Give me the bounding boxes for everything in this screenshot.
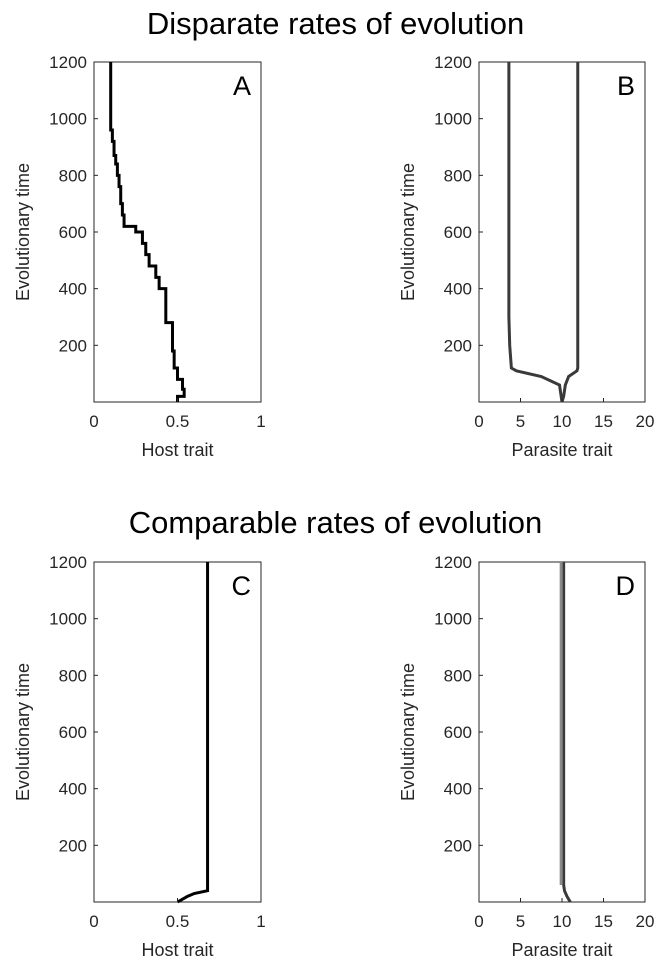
y-tick-label-b: 800 [444,166,472,185]
y-axis-label-d: Evolutionary time [398,663,418,801]
x-axis-label-b: Parasite trait [511,440,612,460]
series-line-d-1 [562,562,572,903]
x-tick-label-d: 10 [553,912,572,931]
y-tick-label-c: 1200 [49,553,87,572]
y-tick-label-d: 200 [444,836,472,855]
y-tick-label-a: 1000 [49,110,87,129]
series-line-c-1 [176,562,210,904]
x-axis-label-c: Host trait [141,940,213,960]
y-tick-label-d: 800 [444,666,472,685]
x-tick-label-c: 1 [256,912,265,931]
y-tick-label-a: 800 [59,166,87,185]
x-tick-label-b: 5 [516,412,525,431]
y-tick-label-d: 400 [444,780,472,799]
y-tick-label-d: 1000 [434,610,472,629]
section-title-disparate: Disparate rates of evolution [146,6,525,41]
x-tick-label-b: 10 [553,412,572,431]
section-title-comparable: Comparable rates of evolution [128,505,543,540]
x-axis-label-a: Host trait [141,440,213,460]
y-tick-label-d: 600 [444,723,472,742]
x-tick-label-c: 0 [89,912,98,931]
plot-frame-c [93,561,262,903]
x-tick-label-b: 15 [594,412,613,431]
x-tick-label-d: 15 [594,912,613,931]
y-axis-label-c: Evolutionary time [13,663,33,801]
panel-letter-c: C [232,571,252,601]
y-tick-label-b: 600 [444,223,472,242]
series-line-b-2 [560,62,580,403]
series-line-a-1 [109,62,186,402]
y-tick-label-a: 600 [59,223,87,242]
y-axis-label-b: Evolutionary time [398,163,418,301]
y-tick-label-a: 400 [59,280,87,299]
panel-letter-d: D [616,571,636,601]
plot-frame-a [93,61,262,403]
panel-letter-a: A [233,71,251,101]
x-tick-label-a: 0 [89,412,98,431]
y-tick-label-b: 200 [444,336,472,355]
y-tick-label-c: 600 [59,723,87,742]
y-tick-label-c: 200 [59,836,87,855]
y-tick-label-b: 400 [444,280,472,299]
panel-d: 0 5 10 15 20 200 400 600 800 1000 1200 Parasite tra… [398,553,654,960]
series-line-b-1 [507,62,564,403]
y-tick-label-c: 400 [59,780,87,799]
x-tick-label-c: 0.5 [166,912,190,931]
x-tick-label-b: 0 [474,412,483,431]
y-tick-label-c: 800 [59,666,87,685]
y-tick-label-c: 1000 [49,610,87,629]
x-tick-label-d: 0 [474,912,483,931]
x-tick-label-a: 0.5 [166,412,190,431]
x-tick-label-d: 5 [516,912,525,931]
plot-frame-b [478,61,646,403]
panel-b: 0 5 10 15 20 200 400 600 800 1000 1200 Parasite tra… [398,53,654,460]
y-tick-label-a: 1200 [49,53,87,72]
y-tick-label-a: 200 [59,336,87,355]
x-tick-label-d: 20 [636,912,655,931]
x-tick-label-b: 20 [636,412,655,431]
y-axis-label-a: Evolutionary time [13,163,33,301]
x-axis-label-d: Parasite trait [511,940,612,960]
x-tick-label-a: 1 [256,412,265,431]
panel-letter-b: B [617,71,635,101]
y-tick-label-d: 1200 [434,553,472,572]
y-tick-label-b: 1200 [434,53,472,72]
y-tick-label-b: 1000 [434,110,472,129]
